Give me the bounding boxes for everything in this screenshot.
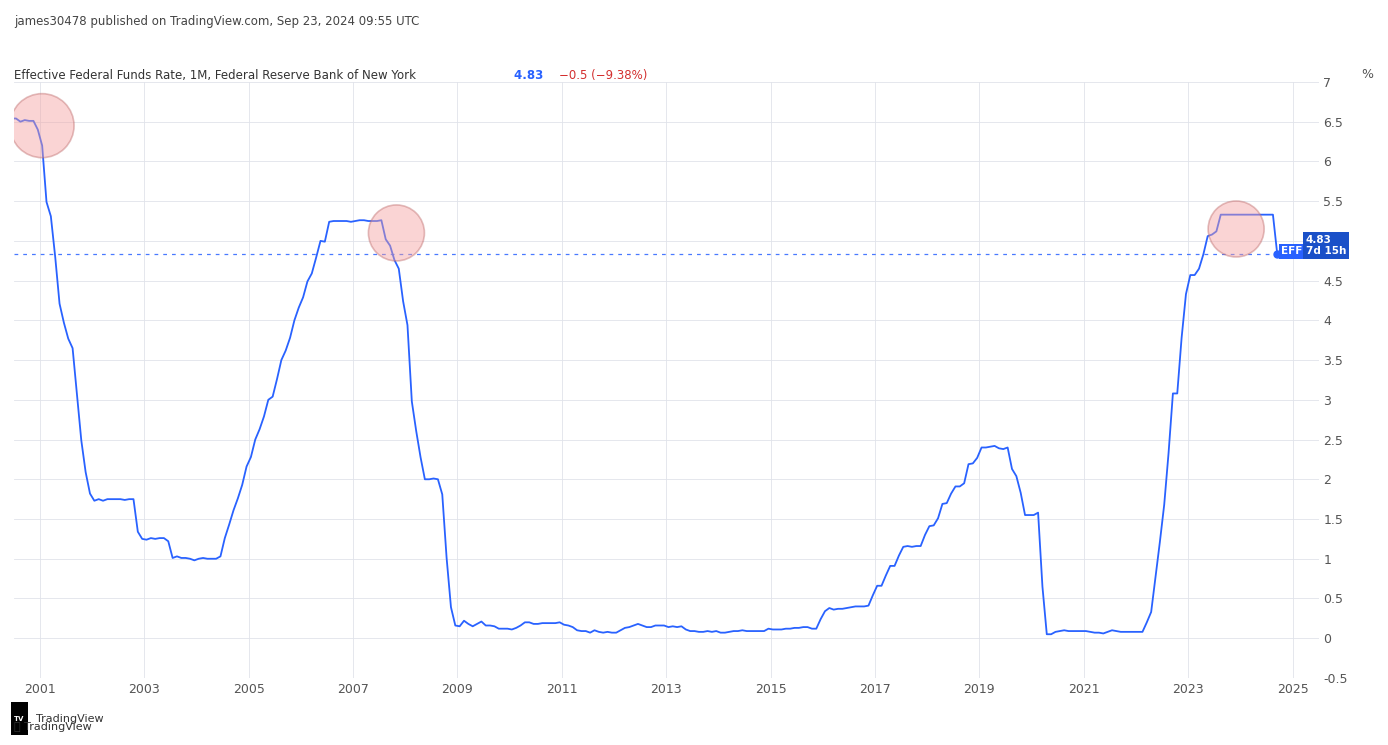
Text: %: % <box>1362 68 1374 80</box>
Text: TradingView: TradingView <box>36 714 104 723</box>
Text: 4.83
7d 15h: 4.83 7d 15h <box>1306 235 1346 256</box>
Text: EFFR: EFFR <box>1281 247 1310 256</box>
Ellipse shape <box>1208 201 1264 257</box>
Text: james30478 published on TradingView.com, Sep 23, 2024 09:55 UTC: james30478 published on TradingView.com,… <box>14 15 419 28</box>
Ellipse shape <box>368 205 425 261</box>
Text: Effective Federal Funds Rate, 1M, Federal Reserve Bank of New York: Effective Federal Funds Rate, 1M, Federa… <box>14 69 423 81</box>
Bar <box>11 702 28 735</box>
Text: 4.83: 4.83 <box>514 69 551 81</box>
Text: TV: TV <box>14 715 25 722</box>
Text: ⬛ TradingView: ⬛ TradingView <box>14 722 92 732</box>
Text: −0.5 (−9.38%): −0.5 (−9.38%) <box>559 69 648 81</box>
Ellipse shape <box>10 94 74 158</box>
